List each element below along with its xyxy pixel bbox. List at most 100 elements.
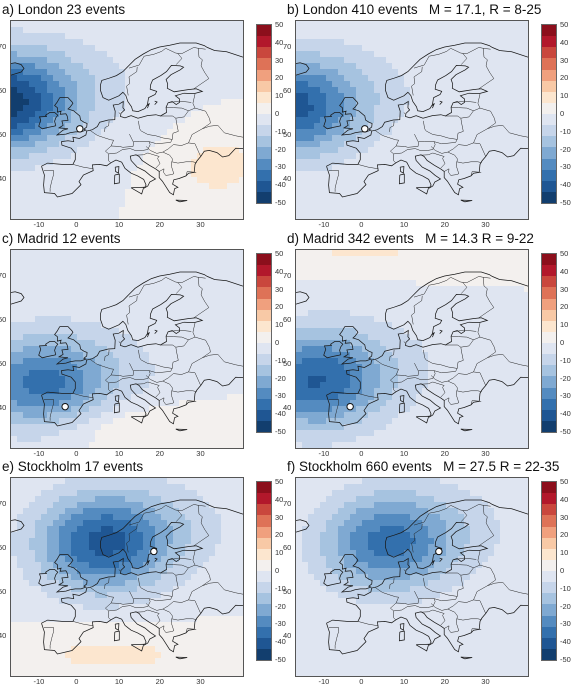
colorbar-swatch	[257, 571, 271, 583]
colorbar-swatch	[257, 387, 271, 399]
colorbar-tick-label: -30	[275, 391, 286, 401]
colorbar	[541, 253, 557, 433]
colorbar-tick-label: 30	[560, 55, 569, 65]
colorbar-swatch	[542, 593, 556, 605]
colorbar-swatch	[257, 191, 271, 203]
lon-tick-label: 30	[481, 449, 490, 458]
colorbar-swatch	[257, 254, 271, 266]
colorbar-swatch	[257, 365, 271, 377]
colorbar-tick-label: -40	[560, 180, 571, 190]
colorbar-swatch	[257, 482, 271, 494]
lon-tick-label: 20	[155, 220, 164, 229]
lon-tick-label: 10	[114, 449, 124, 458]
lat-tick-label: 60	[283, 543, 292, 553]
anomaly-map	[10, 477, 244, 677]
colorbar-swatch	[257, 615, 271, 627]
colorbar-swatch	[257, 409, 271, 421]
colorbar-tick-label: 50	[560, 477, 569, 486]
colorbar-tick-label: 10	[275, 548, 284, 558]
colorbar-tick-label: 10	[560, 91, 569, 101]
colorbar-swatch	[542, 482, 556, 494]
colorbar-swatch	[542, 80, 556, 92]
lat-tick-label: 40	[283, 403, 292, 413]
colorbar-swatch	[542, 648, 556, 660]
colorbar-tick-label: -50	[275, 655, 286, 664]
colorbar-swatch	[542, 47, 556, 59]
lon-tick-label: -10	[318, 220, 330, 229]
lon-tick-label: 0	[359, 220, 364, 229]
map-panel-d: d) Madrid 342 events M = 14.3 R = 9-22 70…	[283, 229, 575, 458]
lon-tick-label: -10	[33, 677, 45, 686]
lat-tick-label: 50	[0, 587, 7, 597]
colorbar-swatch	[257, 559, 271, 571]
colorbar-swatch	[542, 69, 556, 81]
colorbar-tick-label: 20	[275, 302, 284, 312]
lon-tick-label: 10	[114, 677, 124, 686]
colorbar-swatch	[257, 398, 271, 410]
anomaly-field	[296, 250, 528, 448]
colorbar-swatch	[257, 25, 271, 37]
lat-tick-label: 50	[0, 130, 7, 140]
colorbar-swatch	[257, 169, 271, 181]
colorbar-tick-label: 0	[275, 566, 280, 575]
map-panel-f: f) Stockholm 660 events M = 27.5 R = 22-…	[283, 457, 575, 686]
colorbar-tick-label: 40	[275, 494, 284, 504]
lat-tick-label: 40	[283, 631, 292, 641]
colorbar-swatch	[542, 36, 556, 48]
colorbar-swatch	[542, 537, 556, 549]
colorbar-swatch	[257, 637, 271, 649]
colorbar-tick-label: -40	[275, 409, 286, 419]
colorbar-tick-label: -10	[275, 355, 286, 365]
colorbar-tick-label: 40	[275, 37, 284, 47]
colorbar-swatch	[542, 102, 556, 114]
colorbar-swatch	[257, 376, 271, 388]
city-marker	[61, 402, 69, 411]
colorbar-swatch	[257, 158, 271, 170]
colorbar-tick-label: 50	[560, 249, 569, 258]
colorbar	[541, 481, 557, 661]
colorbar-tick-label: 20	[275, 530, 284, 540]
lat-tick-label: 60	[0, 315, 7, 325]
colorbar-swatch	[542, 276, 556, 288]
city-marker	[346, 402, 354, 411]
colorbar-swatch	[257, 420, 271, 432]
colorbar-tick-label: -30	[275, 162, 286, 172]
colorbar-swatch	[542, 637, 556, 649]
lon-tick-label: 10	[399, 449, 409, 458]
colorbar-tick-label: -50	[560, 655, 571, 664]
panel-title: f) Stockholm 660 events M = 27.5 R = 22-…	[287, 459, 560, 474]
colorbar-tick-label: -10	[275, 126, 286, 136]
lon-tick-label: 20	[440, 677, 449, 686]
colorbar-swatch	[257, 102, 271, 114]
lat-tick-label: 60	[283, 315, 292, 325]
colorbar-tick-label: -20	[560, 373, 571, 383]
colorbar-swatch	[257, 593, 271, 605]
colorbar-tick-label: 30	[275, 55, 284, 65]
lat-tick-label: 40	[0, 403, 7, 413]
lat-tick-label: 70	[0, 271, 7, 281]
lat-tick-label: 40	[283, 174, 292, 184]
colorbar-tick-label: 10	[560, 320, 569, 330]
colorbar-tick-label: -50	[275, 198, 286, 207]
colorbar-swatch	[542, 559, 556, 571]
colorbar-swatch	[257, 526, 271, 538]
anomaly-map	[10, 249, 244, 449]
lon-tick-label: 0	[74, 449, 79, 458]
colorbar-swatch	[542, 626, 556, 638]
colorbar-tick-label: -20	[560, 601, 571, 611]
anomaly-field	[11, 478, 243, 676]
lon-tick-label: -10	[318, 449, 330, 458]
colorbar-tick-label: -40	[275, 180, 286, 190]
lon-tick-label: 20	[440, 449, 449, 458]
colorbar-tick-label: -40	[560, 637, 571, 647]
anomaly-field	[11, 250, 243, 448]
coastlines	[296, 42, 528, 203]
colorbar-swatch	[542, 265, 556, 277]
lon-tick-label: 10	[399, 677, 409, 686]
colorbar-swatch	[542, 398, 556, 410]
colorbar-tick-label: -50	[560, 198, 571, 207]
colorbar-tick-label: 10	[560, 548, 569, 558]
colorbar-swatch	[542, 25, 556, 37]
panel-title: d) Madrid 342 events M = 14.3 R = 9-22	[287, 231, 534, 246]
colorbar-tick-label: -20	[275, 601, 286, 611]
